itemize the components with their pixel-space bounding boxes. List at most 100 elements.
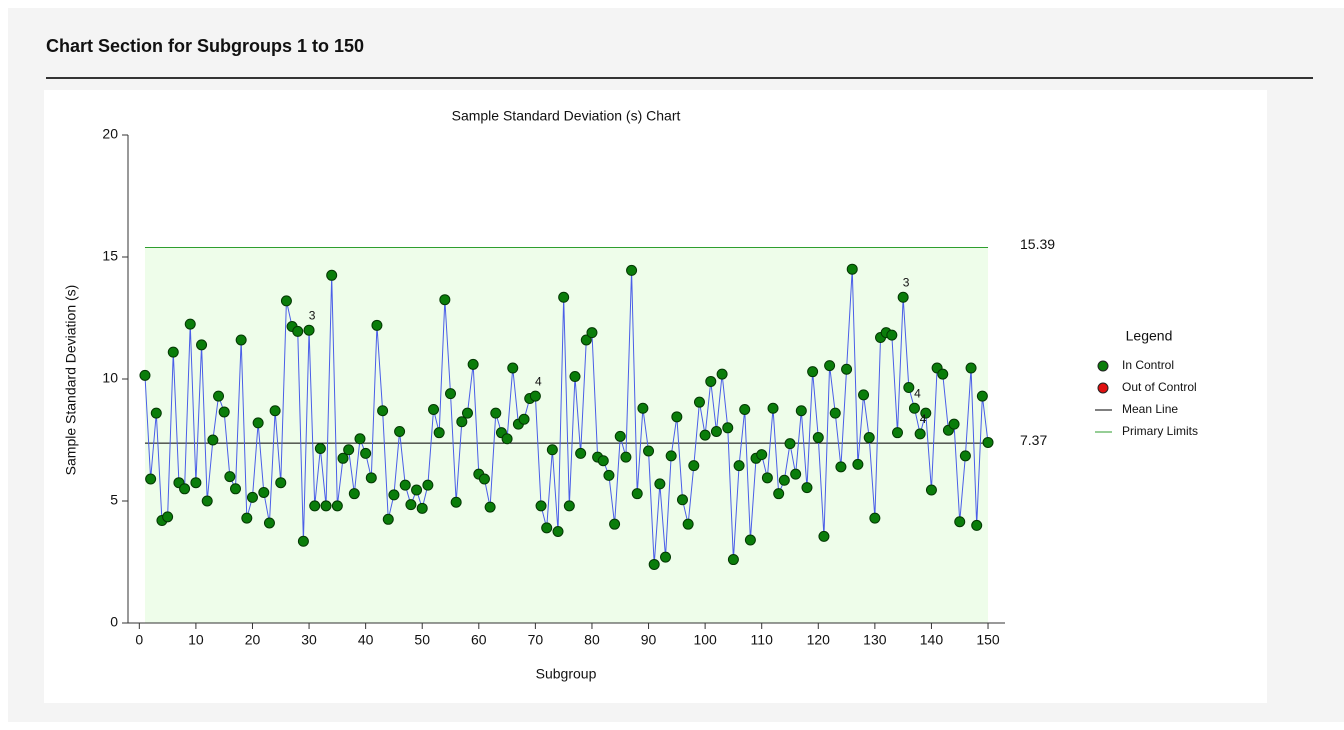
- data-point: [558, 291, 570, 303]
- x-tick-label: 100: [693, 632, 717, 648]
- data-point: [246, 491, 258, 503]
- data-point: [654, 478, 666, 490]
- data-point: [676, 494, 688, 506]
- data-point: [145, 473, 157, 485]
- data-point: [773, 488, 785, 500]
- data-point: [682, 518, 694, 530]
- data-point: [693, 396, 705, 408]
- data-point: [314, 443, 326, 455]
- data-point: [948, 418, 960, 430]
- data-point: [552, 526, 564, 537]
- legend-label: In Control: [1122, 358, 1174, 372]
- x-tick-label: 150: [976, 632, 1000, 648]
- data-point: [824, 360, 836, 372]
- control-zone: [144, 247, 989, 623]
- data-point: [467, 358, 479, 370]
- data-point: [563, 500, 575, 512]
- data-point: [422, 479, 434, 491]
- data-point: [660, 551, 672, 563]
- data-point: [303, 324, 315, 336]
- data-point: [761, 472, 773, 484]
- rule-annotation: 4: [914, 386, 921, 400]
- chart-title: Sample Standard Deviation (s) Chart: [452, 108, 681, 124]
- data-point: [326, 269, 338, 281]
- data-point: [812, 432, 824, 444]
- y-tick-label: 5: [110, 492, 118, 508]
- data-point: [546, 444, 558, 456]
- data-point: [744, 534, 756, 546]
- data-point: [399, 479, 411, 491]
- rule-annotation: 4: [920, 412, 927, 426]
- data-point: [643, 445, 655, 457]
- data-point: [937, 368, 949, 380]
- data-point: [411, 484, 423, 496]
- data-point: [739, 404, 751, 415]
- data-point: [213, 390, 225, 402]
- data-point: [309, 500, 321, 512]
- data-point: [756, 449, 768, 461]
- data-point: [699, 429, 711, 441]
- data-point: [501, 433, 513, 445]
- data-point: [507, 362, 519, 374]
- data-point: [252, 417, 264, 429]
- data-point: [218, 406, 230, 418]
- data-point: [416, 502, 428, 514]
- data-point: [818, 530, 830, 542]
- data-point: [394, 425, 406, 437]
- data-point: [710, 425, 722, 437]
- rule-annotation: 3: [903, 275, 910, 289]
- x-tick-label: 90: [641, 632, 657, 648]
- x-tick-label: 110: [751, 632, 774, 648]
- data-point: [343, 444, 355, 456]
- data-point: [790, 468, 802, 480]
- data-point: [903, 382, 915, 394]
- data-point: [297, 535, 309, 547]
- data-point: [263, 517, 275, 529]
- data-point: [354, 433, 366, 445]
- data-point: [196, 339, 208, 351]
- data-point: [258, 486, 270, 498]
- data-point: [705, 375, 717, 387]
- x-tick-label: 50: [414, 632, 430, 648]
- data-point: [609, 518, 621, 530]
- x-tick-label: 80: [584, 632, 600, 648]
- data-point: [897, 291, 909, 303]
- data-point: [337, 452, 349, 464]
- data-point: [891, 427, 903, 439]
- x-tick-label: 10: [188, 632, 204, 648]
- data-point: [150, 407, 162, 419]
- data-line: [144, 269, 989, 565]
- data-point: [201, 495, 213, 507]
- data-point: [179, 483, 191, 495]
- data-point: [733, 460, 745, 472]
- data-point: [801, 482, 813, 494]
- y-axis-label: Sample Standard Deviation (s): [63, 285, 79, 476]
- data-point: [614, 430, 626, 442]
- data-point: [835, 461, 847, 473]
- x-tick-label: 70: [528, 632, 544, 648]
- data-point: [954, 516, 966, 528]
- data-point: [688, 460, 700, 472]
- y-tick-label: 15: [102, 248, 118, 264]
- x-tick-label: 40: [358, 632, 374, 648]
- legend-label: Mean Line: [1122, 402, 1178, 416]
- data-point: [671, 411, 683, 423]
- data-point: [575, 447, 587, 459]
- data-point: [908, 402, 920, 414]
- x-tick-label: 120: [807, 632, 831, 648]
- x-tick-label: 20: [245, 632, 261, 648]
- data-point: [292, 325, 304, 337]
- data-point: [535, 500, 547, 512]
- legend-title: Legend: [1126, 328, 1173, 344]
- data-point: [603, 469, 615, 481]
- data-point: [280, 295, 292, 307]
- data-point: [965, 362, 977, 374]
- data-point: [235, 334, 247, 346]
- data-point: [348, 488, 360, 500]
- data-point: [450, 496, 462, 508]
- legend-marker: [1097, 382, 1109, 394]
- x-tick-label: 130: [863, 632, 887, 648]
- legend-label: Out of Control: [1122, 380, 1197, 394]
